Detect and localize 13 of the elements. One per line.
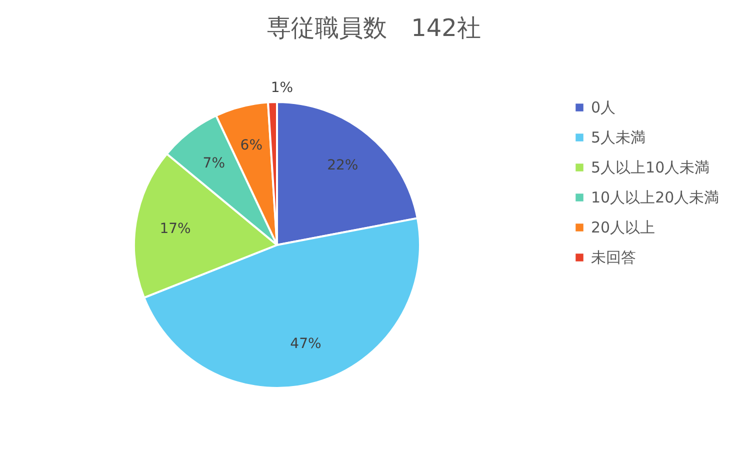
legend-label: 未回答 xyxy=(591,248,636,266)
legend-label: 20人以上 xyxy=(591,218,656,236)
data-label: 22% xyxy=(327,158,358,174)
data-label: 47% xyxy=(290,336,322,352)
data-label: 17% xyxy=(160,220,191,237)
legend-label: 5人以上10人未満 xyxy=(591,158,710,176)
legend-label: 10人以上20人未満 xyxy=(591,188,720,206)
data-label: 7% xyxy=(202,156,226,172)
legend-label: 5人未満 xyxy=(591,128,646,146)
legend-label: 0人 xyxy=(591,98,616,116)
data-label: 6% xyxy=(240,137,263,154)
chart-title: 専従職員数 142社 xyxy=(267,14,481,42)
data-label: 1% xyxy=(270,80,294,96)
